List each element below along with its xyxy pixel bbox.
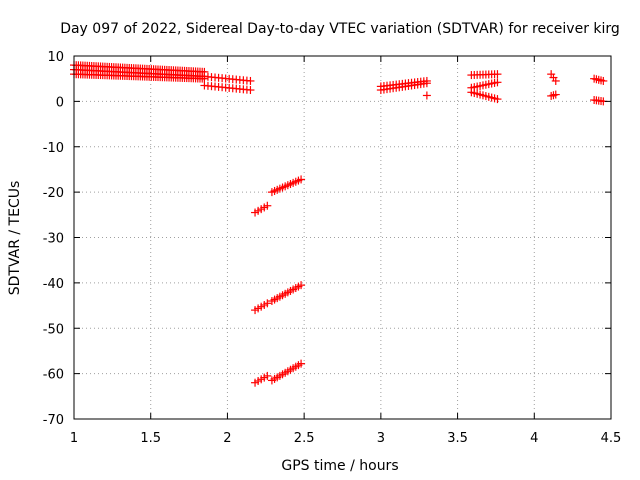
data-point (246, 86, 255, 95)
axis-ticks (73, 55, 612, 420)
data-point (246, 76, 255, 85)
x-tick-label: 1 (70, 431, 78, 446)
y-tick-labels: 10 0 -10 -20 -30 -40 -50 -60 -70 (43, 50, 64, 428)
data-point (422, 91, 431, 100)
y-axis-label: SDTVAR / TECUs (7, 181, 23, 296)
data-point (422, 76, 431, 85)
x-tick-labels: 1 1.5 2 2.5 3 3.5 4 4.5 (70, 431, 621, 446)
y-tick-label: -40 (43, 277, 64, 292)
y-tick-label: -10 (43, 141, 64, 156)
x-axis-label: GPS time / hours (281, 458, 398, 474)
chart-title: Day 097 of 2022, Sidereal Day-to-day VTE… (60, 21, 620, 37)
data-point (599, 76, 608, 85)
x-tick-label: 3 (377, 431, 385, 446)
y-tick-label: 10 (47, 50, 64, 65)
data-point (551, 76, 560, 85)
x-tick-label: 2.5 (294, 431, 315, 446)
data-point (493, 95, 502, 104)
x-tick-label: 4.5 (601, 431, 622, 446)
data-point (493, 70, 502, 79)
x-tick-label: 2 (223, 431, 231, 446)
data-point (297, 175, 306, 184)
y-tick-label: -20 (43, 186, 64, 201)
y-tick-label: 0 (56, 95, 64, 110)
y-tick-label: -50 (43, 322, 64, 337)
y-tick-label: -30 (43, 232, 64, 247)
x-tick-label: 4 (530, 431, 538, 446)
x-tick-label: 1.5 (140, 431, 161, 446)
data-point (493, 78, 502, 87)
y-tick-label: -60 (43, 368, 64, 383)
data-points (70, 61, 608, 387)
data-point (297, 359, 306, 368)
grid (74, 56, 611, 419)
x-tick-label: 3.5 (447, 431, 468, 446)
data-point (263, 371, 272, 380)
data-point (297, 281, 306, 290)
data-point (551, 90, 560, 99)
data-point (263, 299, 272, 308)
y-tick-label: -70 (43, 413, 64, 428)
data-point (263, 201, 272, 210)
